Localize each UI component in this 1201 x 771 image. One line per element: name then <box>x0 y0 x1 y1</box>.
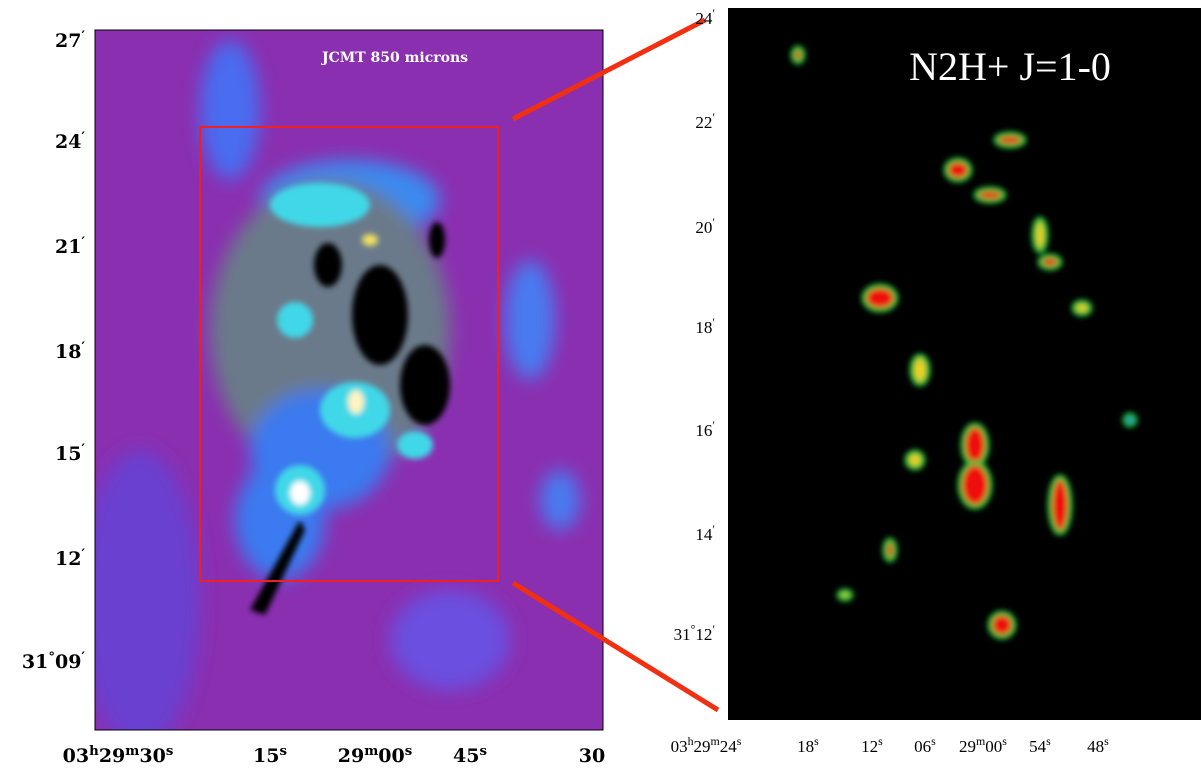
axis-label: 14′ <box>695 522 715 544</box>
axis-label: 12′ <box>55 547 85 571</box>
axis-label: 16′ <box>695 418 715 440</box>
axis-label: 29m00s <box>338 744 413 768</box>
axis-label: 45s <box>453 744 487 768</box>
axis-label: 03h29m24s <box>671 734 742 756</box>
axis-label: 03h29m30s <box>63 744 174 768</box>
zoom-line <box>511 580 720 713</box>
axis-label: 24′ <box>695 6 715 28</box>
left-title: JCMT 850 microns <box>320 50 468 66</box>
axis-label: 18′ <box>55 340 85 364</box>
jcmt-map <box>95 30 603 730</box>
axis-label: 29m00s <box>959 734 1007 756</box>
axis-label: 31°09′ <box>22 650 86 674</box>
axis-label: 21′ <box>55 235 85 259</box>
left-frame <box>94 29 604 731</box>
axis-label: 15′ <box>55 442 85 466</box>
axis-label: 30 <box>579 745 605 767</box>
axis-label: 31°12′ <box>674 622 716 644</box>
axis-label: 12s <box>861 734 883 756</box>
axis-label: 48s <box>1087 734 1109 756</box>
zoom-line <box>511 17 707 122</box>
axis-label: 24′ <box>55 130 85 154</box>
axis-label: 06s <box>914 734 936 756</box>
axis-label: 27′ <box>55 29 85 53</box>
n2h-map <box>728 8 1201 720</box>
axis-label: 22′ <box>695 110 715 132</box>
axis-label: 18s <box>797 734 819 756</box>
axis-label: 15s <box>253 744 287 768</box>
axis-label: 20′ <box>695 215 715 237</box>
axis-label: 18′ <box>695 315 715 337</box>
axis-label: 54s <box>1029 734 1051 756</box>
right-title: N2H+ J=1-0 <box>909 44 1111 89</box>
